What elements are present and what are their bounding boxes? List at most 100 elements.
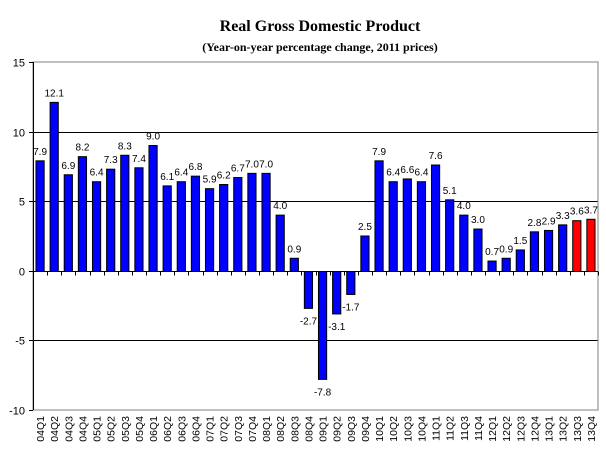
x-tick-label-05Q2: 05Q2 <box>106 416 118 442</box>
bar-07Q4 <box>247 172 257 272</box>
x-tick-label-08Q3: 08Q3 <box>289 416 301 442</box>
data-label-04Q1: 7.9 <box>33 147 47 158</box>
x-tick-label-04Q2: 04Q2 <box>49 416 61 442</box>
data-label-11Q1: 7.6 <box>429 151 443 162</box>
chart-title: Real Gross Domestic Product <box>219 18 421 35</box>
bar-08Q4 <box>303 271 314 309</box>
data-label-06Q3: 6.4 <box>174 168 188 179</box>
data-label-05Q3: 8.3 <box>118 141 132 152</box>
y-tick-label: 10 <box>13 128 25 140</box>
bar-11Q4 <box>473 228 483 272</box>
x-tick-label-06Q1: 06Q1 <box>148 416 160 442</box>
bar-09Q3 <box>346 271 356 295</box>
bar-13Q1 <box>543 229 554 273</box>
bar-05Q1 <box>91 181 102 273</box>
data-label-09Q3: -1.7 <box>342 302 360 313</box>
bar-05Q3 <box>120 154 130 272</box>
x-tick-label-05Q1: 05Q1 <box>92 416 104 442</box>
x-tick-label-06Q2: 06Q2 <box>162 416 174 442</box>
x-tick-label-13Q1: 13Q1 <box>544 416 556 442</box>
bar-12Q2 <box>501 257 511 273</box>
bar-11Q1 <box>430 164 441 272</box>
data-label-11Q4: 3.0 <box>471 215 485 226</box>
y-tick-label: 15 <box>13 58 25 70</box>
x-tick-label-04Q1: 04Q1 <box>35 416 47 442</box>
bar-05Q4 <box>134 167 144 273</box>
x-tick-label-07Q3: 07Q3 <box>233 416 245 442</box>
data-label-06Q2: 6.1 <box>160 172 174 183</box>
data-label-07Q3: 6.7 <box>231 164 245 175</box>
bar-13Q4 <box>586 218 596 273</box>
y-tick-label: -5 <box>15 336 25 348</box>
data-label-10Q2: 6.4 <box>386 168 400 179</box>
bar-12Q4 <box>529 231 540 273</box>
data-label-08Q3: 0.9 <box>287 244 301 255</box>
data-label-13Q1: 2.9 <box>542 216 556 227</box>
bar-10Q4 <box>416 181 427 273</box>
data-label-10Q3: 6.6 <box>400 165 414 176</box>
bar-05Q2 <box>106 168 116 273</box>
bar-07Q2 <box>219 183 229 272</box>
data-label-09Q2: -3.1 <box>328 322 346 333</box>
y-tick-label: -10 <box>9 406 25 418</box>
x-tick-label-11Q2: 11Q2 <box>445 416 457 441</box>
x-tick-label-11Q3: 11Q3 <box>459 416 471 441</box>
axes <box>29 61 599 411</box>
bar-07Q1 <box>204 188 215 272</box>
bar-04Q2 <box>49 101 59 272</box>
x-tick-label-09Q2: 09Q2 <box>332 416 344 442</box>
bar-04Q4 <box>77 156 88 273</box>
bar-08Q1 <box>261 172 271 272</box>
x-tick-label-10Q4: 10Q4 <box>416 416 428 442</box>
bar-09Q4 <box>360 235 370 272</box>
bar-04Q3 <box>63 174 73 272</box>
x-tick-label-13Q4: 13Q4 <box>586 416 598 442</box>
x-tick-label-12Q2: 12Q2 <box>501 416 513 442</box>
x-tick-label-10Q3: 10Q3 <box>402 416 414 442</box>
x-tick-label-08Q1: 08Q1 <box>261 416 273 442</box>
data-label-06Q4: 6.8 <box>188 162 202 173</box>
data-label-06Q1: 9.0 <box>146 132 160 143</box>
x-tick-label-05Q3: 05Q3 <box>120 416 132 442</box>
x-tick-label-07Q2: 07Q2 <box>219 416 231 442</box>
x-tick-label-10Q2: 10Q2 <box>388 416 400 442</box>
data-label-12Q4: 2.8 <box>527 218 541 229</box>
data-label-11Q3: 4.0 <box>457 201 471 212</box>
data-label-12Q2: 0.9 <box>499 244 513 255</box>
bar-06Q3 <box>176 181 186 273</box>
x-tick-label-06Q3: 06Q3 <box>176 416 188 442</box>
bar-13Q2 <box>558 224 568 272</box>
bar-12Q1 <box>487 260 497 272</box>
bar-10Q2 <box>388 181 398 273</box>
data-label-12Q1: 0.7 <box>485 247 499 258</box>
data-label-08Q2: 4.0 <box>273 201 287 212</box>
data-label-04Q2: 12.1 <box>44 88 64 99</box>
x-tick-label-10Q1: 10Q1 <box>374 416 386 442</box>
x-tick-label-04Q4: 04Q4 <box>77 416 89 442</box>
x-tick-label-11Q4: 11Q4 <box>473 416 485 441</box>
data-label-10Q1: 7.9 <box>372 147 386 158</box>
x-tick-labels: 04Q1 04Q2 04Q3 04Q4 05Q1 05Q2 05Q3 05Q4 06Q1 06Q2… <box>35 416 598 442</box>
data-label-12Q3: 1.5 <box>513 236 527 247</box>
data-label-04Q4: 8.2 <box>75 143 89 154</box>
x-tick-label-12Q3: 12Q3 <box>515 416 527 442</box>
x-tick-label-12Q1: 12Q1 <box>487 416 499 442</box>
data-label-08Q4: -2.7 <box>300 316 318 327</box>
data-label-07Q4: 7.0 <box>245 159 259 170</box>
x-tick-label-13Q2: 13Q2 <box>558 416 570 442</box>
bar-11Q2 <box>445 199 455 272</box>
data-label-09Q4: 2.5 <box>358 222 372 233</box>
bar-06Q1 <box>148 145 158 273</box>
data-label-13Q4: 3.7 <box>584 205 598 216</box>
bar-09Q2 <box>332 271 342 315</box>
x-tick-label-04Q3: 04Q3 <box>63 416 75 442</box>
y-tick-labels: 15 10 5 0 -5 -10 <box>9 58 25 418</box>
x-tick-label-06Q4: 06Q4 <box>190 416 202 442</box>
bars <box>35 101 596 380</box>
y-tick-label: 0 <box>19 267 25 279</box>
bar-13Q3 <box>572 220 582 273</box>
x-tick-label-09Q3: 09Q3 <box>346 416 358 442</box>
data-label-05Q1: 6.4 <box>90 168 104 179</box>
bar-12Q3 <box>515 249 525 272</box>
